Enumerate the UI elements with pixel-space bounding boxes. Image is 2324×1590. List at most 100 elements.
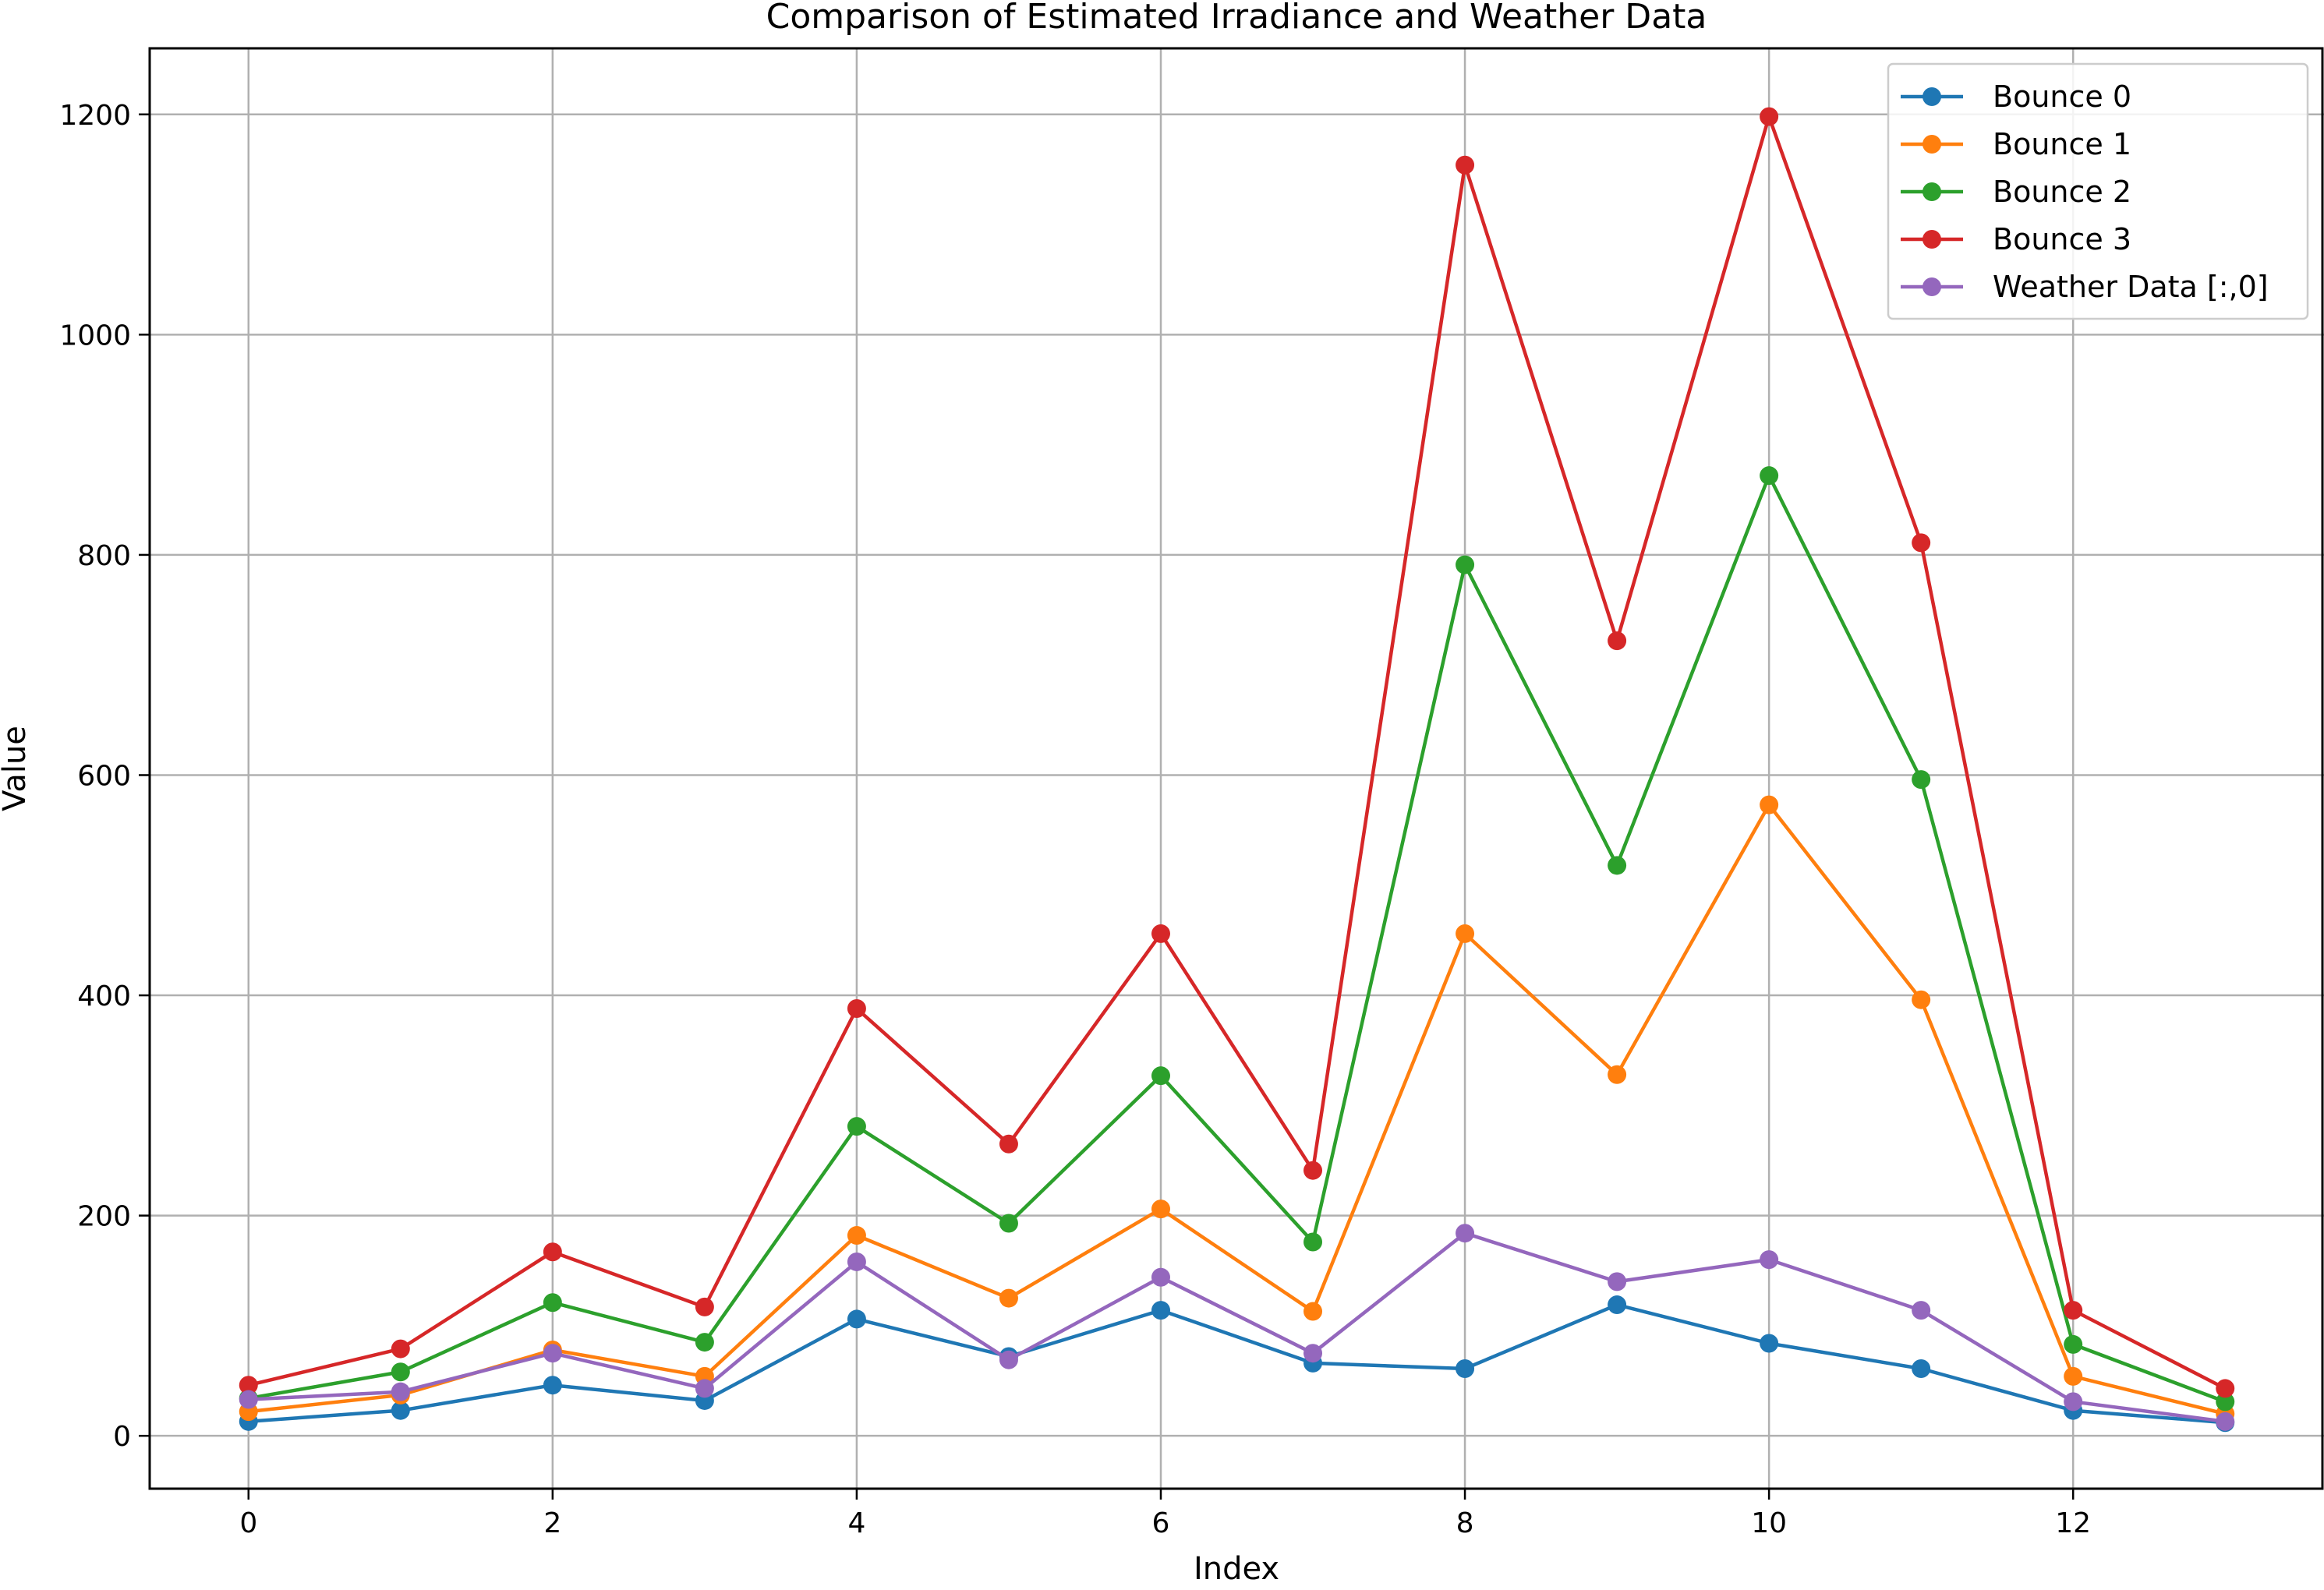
legend-swatch-marker — [1923, 182, 1941, 201]
series-line — [248, 1231, 2226, 1424]
data-point — [2064, 1334, 2083, 1354]
data-point — [2064, 1392, 2083, 1412]
data-point — [391, 1382, 410, 1401]
data-point — [1912, 1301, 1931, 1320]
x-tick-label: 0 — [239, 1507, 257, 1539]
legend-label: Bounce 1 — [1993, 127, 2131, 161]
x-tick-label: 12 — [2055, 1507, 2091, 1539]
legend-item: Bounce 0 — [1901, 80, 2131, 114]
data-point — [847, 1309, 866, 1329]
series-line — [248, 115, 2227, 1390]
legend-label: Bounce 3 — [1993, 222, 2131, 256]
y-axis-label: Value — [0, 726, 33, 811]
legend-swatch-marker — [1923, 135, 1941, 154]
legend-label: Bounce 0 — [1993, 80, 2131, 114]
data-point — [999, 1134, 1018, 1154]
x-axis: 0 2 4 6 8 10 12 — [239, 1489, 2091, 1539]
data-point — [391, 1362, 410, 1382]
data-point — [239, 1390, 258, 1409]
data-point — [1608, 1272, 1627, 1291]
legend: Bounce 0 Bounce 1 Bounce 2 Bounce 3 Weather … — [1887, 62, 2309, 320]
data-point — [2216, 1392, 2235, 1412]
x-axis-label: Index — [1194, 1551, 1279, 1587]
data-point — [239, 1376, 258, 1395]
data-point — [1760, 795, 1779, 814]
legend-box — [1887, 62, 2309, 320]
x-tick-label: 6 — [1152, 1507, 1170, 1539]
grid-lines — [150, 48, 2324, 1489]
x-tick-label: 4 — [847, 1507, 865, 1539]
series-2 — [239, 466, 2235, 1412]
data-point — [1151, 1301, 1170, 1320]
y-tick-label: 400 — [77, 980, 131, 1012]
data-point — [1456, 1224, 1475, 1243]
series-layer — [239, 107, 2235, 1433]
data-point — [847, 999, 866, 1018]
data-point — [1760, 107, 1779, 126]
data-point — [1456, 924, 1475, 943]
data-point — [1151, 1066, 1170, 1086]
data-point — [391, 1339, 410, 1359]
y-tick-label: 1200 — [59, 100, 131, 132]
data-point — [1303, 1302, 1323, 1321]
x-tick-label: 10 — [1751, 1507, 1787, 1539]
data-point — [391, 1401, 410, 1420]
data-point — [1608, 1295, 1627, 1315]
legend-swatch-marker — [1923, 87, 1941, 106]
data-point — [543, 1242, 562, 1262]
data-point — [847, 1117, 866, 1136]
data-point — [695, 1379, 714, 1398]
data-point — [1760, 1250, 1779, 1270]
data-point — [847, 1252, 866, 1271]
data-point — [543, 1293, 562, 1313]
series-4 — [239, 1224, 2235, 1431]
data-point — [1456, 555, 1475, 574]
legend-swatch-marker — [1923, 277, 1941, 296]
series-3 — [239, 107, 2235, 1398]
legend-item: Bounce 3 — [1901, 222, 2131, 256]
data-point — [2216, 1379, 2235, 1398]
data-point — [543, 1376, 562, 1395]
plot-frame — [148, 47, 2324, 1490]
x-tick-label: 8 — [1456, 1507, 1474, 1539]
data-point — [1151, 1200, 1170, 1219]
data-point — [1912, 770, 1931, 790]
data-point — [847, 1226, 866, 1246]
data-point — [1303, 1232, 1323, 1252]
data-point — [999, 1214, 1018, 1233]
data-point — [695, 1333, 714, 1352]
data-point — [999, 1350, 1018, 1369]
data-point — [1912, 533, 1931, 553]
data-point — [2216, 1412, 2235, 1431]
series-line — [248, 1302, 2226, 1425]
data-point — [695, 1297, 714, 1316]
legend-label: Weather Data [:,0] — [1993, 270, 2269, 304]
data-point — [1151, 924, 1170, 943]
y-tick-label: 600 — [77, 760, 131, 792]
data-point — [1151, 1267, 1170, 1287]
data-point — [1912, 990, 1931, 1009]
y-tick-label: 800 — [77, 540, 131, 572]
series-line — [248, 473, 2226, 1404]
legend-item: Weather Data [:,0] — [1901, 270, 2269, 304]
chart-title: Comparison of Estimated Irradiance and W… — [766, 0, 1707, 37]
y-tick-label: 1000 — [59, 320, 131, 352]
data-point — [1303, 1344, 1323, 1363]
legend-label: Bounce 2 — [1993, 175, 2131, 209]
series-line — [248, 803, 2226, 1416]
data-point — [1608, 856, 1627, 875]
x-tick-label: 2 — [543, 1507, 561, 1539]
y-axis: 0 200 400 600 800 1000 1200 — [59, 100, 150, 1453]
legend-swatch-marker — [1923, 230, 1941, 249]
data-point — [1608, 631, 1627, 651]
data-point — [2064, 1366, 2083, 1386]
data-point — [543, 1344, 562, 1363]
data-point — [1760, 1334, 1779, 1353]
data-point — [1456, 155, 1475, 175]
data-point — [999, 1288, 1018, 1308]
data-point — [1912, 1359, 1931, 1378]
data-point — [2064, 1301, 2083, 1320]
legend-item: Bounce 1 — [1901, 127, 2131, 161]
